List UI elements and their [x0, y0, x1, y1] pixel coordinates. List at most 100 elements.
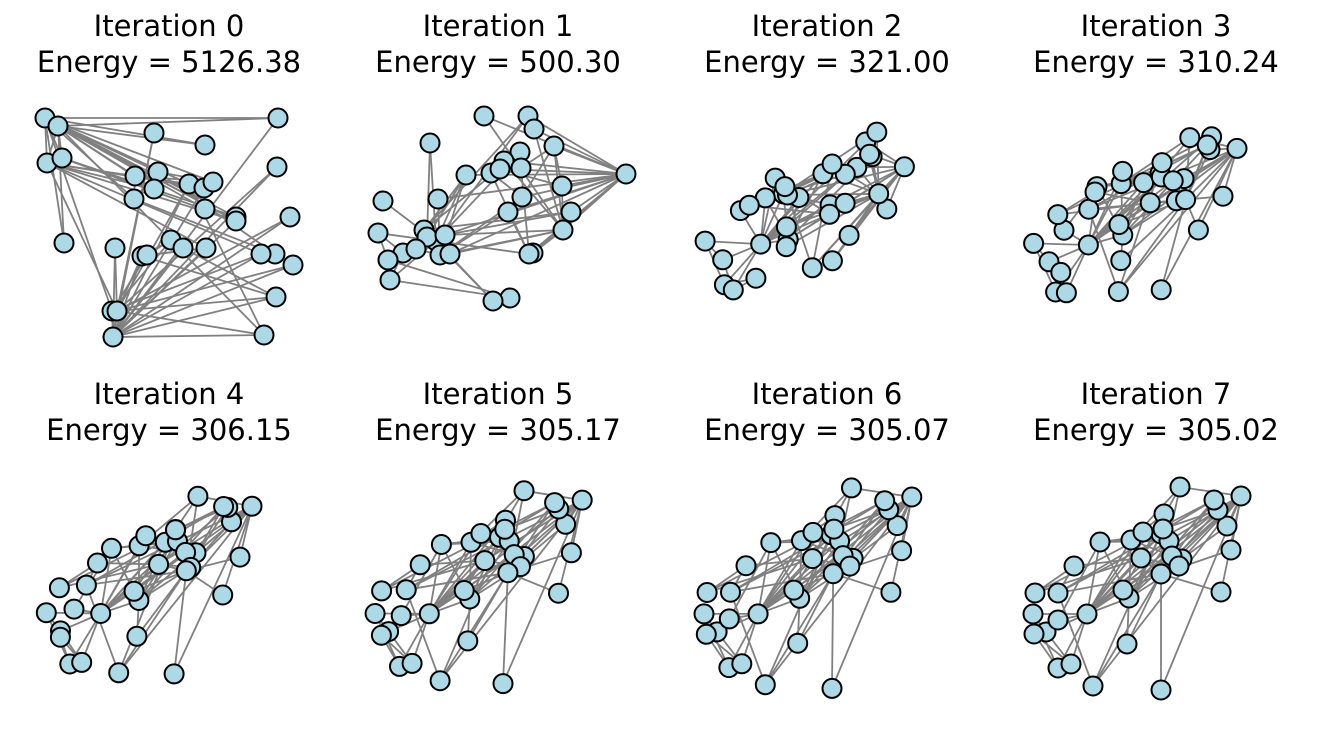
graph-node	[439, 243, 461, 265]
graph-node	[229, 546, 251, 568]
graph-node	[390, 605, 412, 627]
node-group	[693, 477, 923, 699]
graph-node	[1210, 581, 1232, 603]
graph-node	[405, 238, 427, 260]
node-group	[367, 105, 637, 312]
graph-node	[1076, 603, 1098, 625]
graph-node	[282, 254, 304, 276]
graph-node	[455, 164, 477, 186]
graph-node	[427, 188, 449, 210]
graph-node	[175, 560, 197, 582]
graph-node	[754, 674, 776, 696]
energy-label: Energy = 305.02	[1033, 413, 1279, 447]
graph-node	[453, 580, 475, 601]
graph-node	[63, 598, 85, 620]
panel-title: Iteration 6 Energy = 305.07	[672, 376, 982, 448]
graph-node	[513, 480, 535, 502]
graph-node	[106, 300, 128, 322]
graph-node	[821, 153, 843, 175]
graph-node	[1084, 181, 1106, 203]
graph-node	[1112, 579, 1134, 601]
energy-label: Energy = 306.15	[46, 413, 292, 447]
graph-node	[821, 250, 843, 272]
graph-edge	[100, 551, 187, 615]
graph-node	[712, 249, 734, 271]
graph-node	[53, 232, 75, 254]
graph-node	[1216, 515, 1238, 537]
graph-node	[104, 237, 126, 259]
graph-edge	[1092, 573, 1162, 687]
graph-edge	[1057, 592, 1094, 687]
graph-panel: Iteration 0 Energy = 5126.38	[14, 8, 324, 368]
graph-edge	[757, 540, 841, 615]
graph-node	[126, 625, 148, 647]
graph-node	[823, 518, 845, 540]
graph-edge	[449, 229, 564, 255]
graph-node	[1047, 609, 1069, 631]
graph-node	[874, 490, 896, 512]
graph-node	[265, 286, 287, 308]
panel-title: Iteration 1 Energy = 500.30	[343, 8, 653, 80]
graph-node	[492, 673, 514, 695]
graph-node	[1130, 547, 1152, 569]
graph-node	[135, 525, 157, 547]
graph-node	[560, 201, 582, 223]
graph-panel: Iteration 3 Energy = 310.24	[1001, 8, 1311, 368]
graph-node	[1077, 234, 1099, 256]
graph-node	[518, 243, 540, 265]
graph-node	[194, 134, 216, 156]
graph-edge	[59, 563, 159, 589]
graph-node	[377, 249, 399, 271]
graph-edge	[760, 173, 846, 245]
graph-edge	[116, 310, 265, 336]
graph-node	[1150, 563, 1172, 585]
iteration-label: Iteration 2	[751, 9, 903, 43]
graph-edge	[1086, 509, 1219, 615]
graph-edge	[112, 296, 277, 338]
graph-node	[457, 630, 479, 652]
graph-edge	[527, 115, 627, 175]
graph-edge	[796, 573, 835, 644]
graph-node	[75, 574, 97, 596]
energy-label: Energy = 500.30	[375, 45, 621, 79]
iteration-label: Iteration 1	[422, 9, 574, 43]
graph-node	[543, 135, 565, 157]
graph-node	[123, 188, 145, 210]
edge-group	[44, 117, 294, 338]
graph-node	[35, 602, 57, 624]
graph-node	[1212, 185, 1234, 207]
graph-node	[87, 552, 108, 574]
graph-node	[801, 257, 823, 279]
graph-node	[1063, 555, 1085, 577]
graph-node	[497, 201, 519, 223]
graph-edge	[1160, 147, 1238, 291]
graph-node	[429, 670, 451, 692]
graph-node	[880, 581, 902, 603]
graph-edge	[533, 128, 564, 231]
iteration-label: Iteration 6	[751, 377, 903, 411]
graph-edge	[112, 264, 294, 338]
graph-node	[430, 534, 452, 555]
graph-node	[615, 163, 637, 185]
graph-node	[511, 186, 533, 208]
graph-node	[1150, 279, 1172, 301]
graph-node	[1220, 539, 1242, 561]
graph-node	[1151, 152, 1173, 174]
graph-edge	[195, 505, 253, 554]
graph-node	[497, 562, 519, 584]
graph-panel: Iteration 1 Energy = 500.30	[343, 8, 653, 368]
graph-edge	[831, 573, 835, 689]
graph-edge	[553, 145, 627, 175]
graph-node	[1050, 261, 1072, 283]
graph-node	[494, 518, 516, 540]
network-graph	[694, 121, 915, 301]
graph-node	[194, 198, 216, 220]
graph-node	[901, 486, 923, 508]
graph-edge	[112, 334, 265, 338]
graph-node	[267, 107, 289, 129]
graph-node	[51, 147, 73, 169]
graph-node	[783, 579, 805, 601]
energy-label: Energy = 305.07	[704, 413, 950, 447]
graph-node	[474, 550, 496, 572]
graph-node	[1150, 679, 1172, 701]
